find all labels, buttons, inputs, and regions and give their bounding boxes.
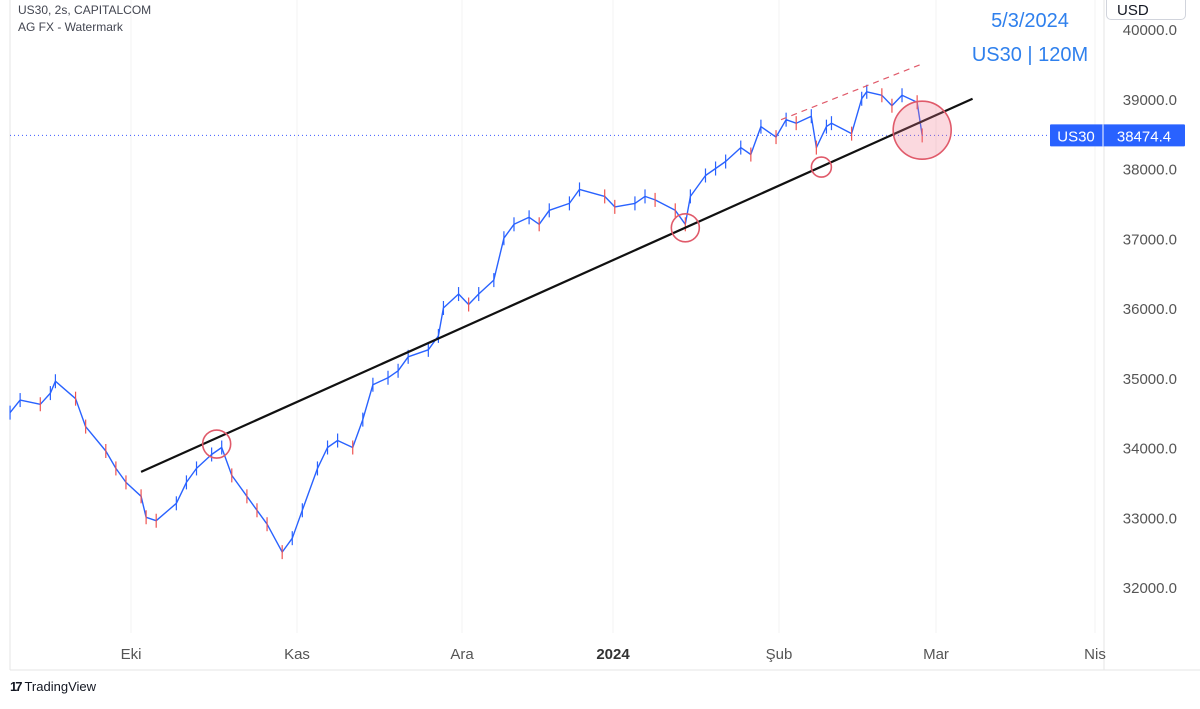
x-tick-label: Şub bbox=[766, 646, 793, 663]
x-tick-label: Eki bbox=[121, 646, 142, 663]
y-tick-label: 34000.0 bbox=[1123, 441, 1177, 458]
breakdown-circle[interactable] bbox=[892, 100, 952, 160]
y-tick-label: 36000.0 bbox=[1123, 301, 1177, 318]
price-series-line bbox=[9, 91, 923, 553]
tradingview-icon: 17 bbox=[10, 679, 23, 694]
y-tick-label: 33000.0 bbox=[1123, 510, 1177, 527]
y-tick-label: 32000.0 bbox=[1123, 580, 1177, 597]
price-tag-symbol: US30 bbox=[1057, 128, 1095, 145]
x-tick-label: Ara bbox=[450, 646, 474, 663]
touch-circle[interactable] bbox=[201, 429, 232, 459]
touch-circle[interactable] bbox=[670, 212, 701, 243]
resistance-trendline[interactable] bbox=[780, 63, 923, 121]
annotation-subtitle: US30 | 120M bbox=[972, 44, 1088, 66]
x-tick-label: 2024 bbox=[596, 646, 630, 663]
annotation-date: 5/3/2024 bbox=[991, 10, 1069, 32]
y-tick-label: 38000.0 bbox=[1123, 162, 1177, 179]
y-tick-label: 35000.0 bbox=[1123, 371, 1177, 388]
tradingview-label: TradingView bbox=[24, 679, 97, 694]
symbol-info: US30, 2s, CAPITALCOM bbox=[18, 3, 152, 17]
x-tick-label: Nis bbox=[1084, 646, 1106, 663]
support-trendline[interactable] bbox=[140, 97, 974, 473]
price-tag-value: 38474.4 bbox=[1117, 128, 1171, 145]
tradingview-logo[interactable]: 17 TradingView bbox=[10, 679, 96, 694]
price-tag-bg bbox=[1050, 124, 1185, 147]
currency-selector[interactable]: USD bbox=[1106, 0, 1186, 20]
x-tick-label: Kas bbox=[284, 646, 310, 663]
x-tick-label: Mar bbox=[923, 646, 949, 663]
y-tick-label: 40000.0 bbox=[1123, 22, 1177, 39]
watermark-label: AG FX - Watermark bbox=[18, 20, 123, 34]
touch-circle[interactable] bbox=[810, 156, 833, 178]
y-tick-label: 37000.0 bbox=[1123, 231, 1177, 248]
y-tick-label: 39000.0 bbox=[1123, 92, 1177, 109]
